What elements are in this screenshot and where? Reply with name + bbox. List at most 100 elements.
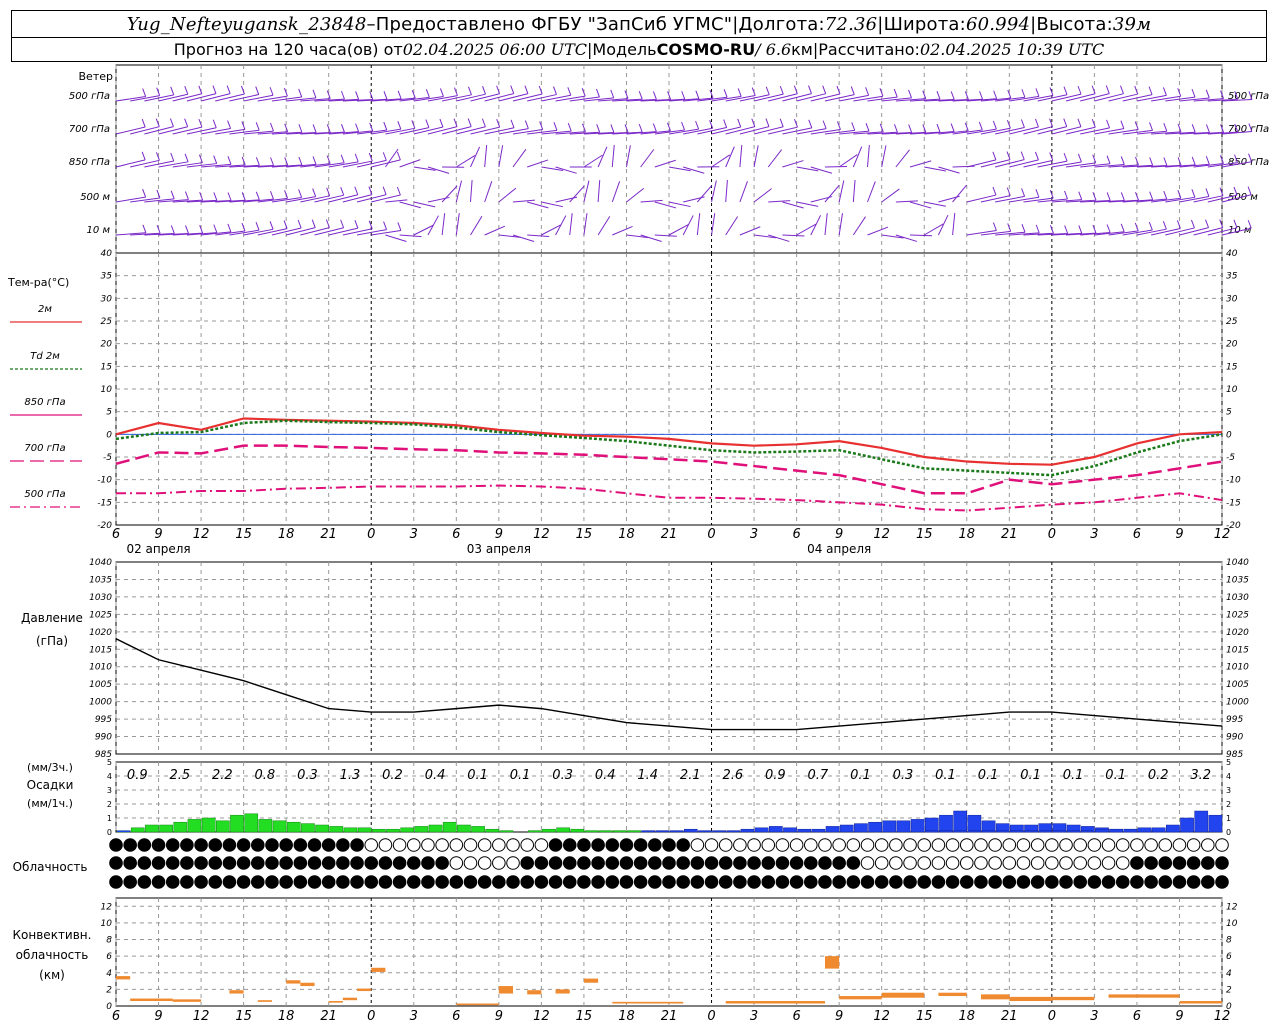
wind-barb xyxy=(824,94,855,102)
wind-barb xyxy=(1193,195,1224,203)
conv-cloud-bar xyxy=(980,994,1010,1000)
cloud-symbol xyxy=(733,838,747,852)
temp-legend-label: 2м xyxy=(38,304,52,315)
precip-total-3h: 0.4 xyxy=(595,768,616,783)
cloud-symbol xyxy=(194,875,208,889)
cloud-symbol xyxy=(222,856,237,870)
wind-barb-flag xyxy=(1092,192,1097,201)
cloud-symbol xyxy=(1073,838,1088,852)
pressure-ytick-right: 1000 xyxy=(1226,698,1249,708)
cloud-symbol xyxy=(648,838,662,852)
separator: | xyxy=(1030,13,1037,35)
precip-bar-snow xyxy=(1137,827,1152,833)
conv-cloud-bar xyxy=(1009,996,1052,1002)
wind-barb-flag xyxy=(779,118,784,127)
wind-barb xyxy=(980,230,1011,236)
wind-level-left: 10 м xyxy=(87,225,111,236)
wind-barb xyxy=(796,201,819,207)
cloud-symbol xyxy=(449,838,464,852)
wind-barb xyxy=(768,126,798,135)
wind-barb xyxy=(328,227,359,236)
wind-barb xyxy=(512,234,535,242)
wind-barb xyxy=(966,128,997,135)
cloud-symbol xyxy=(917,875,932,889)
wind-barb-flag xyxy=(1021,89,1026,98)
temp-ytick-left: 10 xyxy=(101,385,113,395)
cloud-symbol xyxy=(945,875,960,889)
wind-barb-flag xyxy=(354,219,359,229)
wind-barb-flag xyxy=(396,151,401,161)
conv-ytick-right: 10 xyxy=(1226,919,1238,929)
wind-barb xyxy=(328,131,359,135)
conv-ytick-right: 6 xyxy=(1226,952,1232,962)
precip-bar-snow xyxy=(1080,830,1095,833)
pressure-ytick-right: 995 xyxy=(1226,715,1243,725)
precip-ytick-right: 4 xyxy=(1226,772,1231,781)
wind-barb-flag xyxy=(270,157,275,166)
cloud-symbol xyxy=(534,875,549,889)
conv-cloud-bar xyxy=(116,976,131,980)
wind-barb-flag xyxy=(652,123,657,132)
wind-barb xyxy=(158,199,189,203)
pressure-ytick-right: 1010 xyxy=(1226,663,1249,673)
wind-barb xyxy=(668,98,699,102)
wind-barb xyxy=(909,160,932,168)
cloud-symbol xyxy=(1201,838,1215,852)
temp-xtick: 12 xyxy=(1214,527,1231,542)
precip-bar-snow xyxy=(924,830,939,833)
wind-barb xyxy=(356,194,387,203)
precip-bar-snow xyxy=(811,828,826,833)
precip-bar-snow xyxy=(1194,810,1209,833)
wind-barb-flag xyxy=(1006,120,1011,129)
wind-barb-flag xyxy=(1034,151,1039,161)
wind-barb-flag xyxy=(297,219,302,229)
wind-barb xyxy=(229,129,260,135)
wind-barb xyxy=(243,228,274,236)
wind-barb-flag xyxy=(1092,224,1097,234)
cloud-symbol xyxy=(1215,838,1229,852)
precip-bar-rain xyxy=(371,828,386,833)
wind-barb-flag xyxy=(865,87,870,96)
cloud-symbol xyxy=(945,838,960,852)
wind-barb xyxy=(1165,96,1196,102)
wind-barb xyxy=(115,196,146,203)
conv-ytick-left: 8 xyxy=(106,936,112,946)
conv-xtick: 15 xyxy=(916,1009,933,1024)
cloud-symbol xyxy=(903,838,917,852)
wind-barb xyxy=(257,228,288,236)
cloud-symbol xyxy=(690,856,705,870)
wind-barb xyxy=(597,180,601,203)
cloud-symbol xyxy=(236,856,251,870)
temp-xtick: 12 xyxy=(533,527,550,542)
wind-barb-flag xyxy=(822,120,827,129)
wind-barb-flag xyxy=(1091,85,1096,94)
wind-barb xyxy=(668,201,691,208)
wind-barb xyxy=(668,166,691,172)
conv-xtick: 18 xyxy=(958,1009,975,1024)
wind-level-right: 500 гПа xyxy=(1228,91,1269,102)
conv-cloud-bar xyxy=(357,988,372,992)
wind-barb-flag xyxy=(325,219,330,228)
separator: | xyxy=(587,40,593,59)
wind-barb xyxy=(271,227,302,236)
cloud-symbol xyxy=(492,875,506,889)
wind-barb-flag xyxy=(851,122,856,131)
wind-barb xyxy=(413,201,436,208)
precip-title: Осадки xyxy=(27,778,74,792)
wind-barb-flag xyxy=(865,123,870,132)
wind-barb xyxy=(300,163,331,168)
cloud-symbol xyxy=(506,875,520,889)
wind-barb xyxy=(1023,232,1054,236)
cloud-symbol xyxy=(250,856,265,870)
precip-total-3h: 0.3 xyxy=(552,768,573,783)
wind-barb-flag xyxy=(170,190,175,200)
wind-barb xyxy=(1136,198,1167,203)
wind-barb xyxy=(115,96,146,102)
cloud-symbol xyxy=(123,875,137,889)
precip-bar-rain xyxy=(542,828,556,833)
precip-bar-snow xyxy=(1180,817,1194,833)
precip-total-3h: 0.1 xyxy=(935,768,956,783)
wind-barb-flag xyxy=(169,118,174,127)
cloud-symbol xyxy=(350,838,364,852)
wind-barb-flag xyxy=(667,122,671,132)
